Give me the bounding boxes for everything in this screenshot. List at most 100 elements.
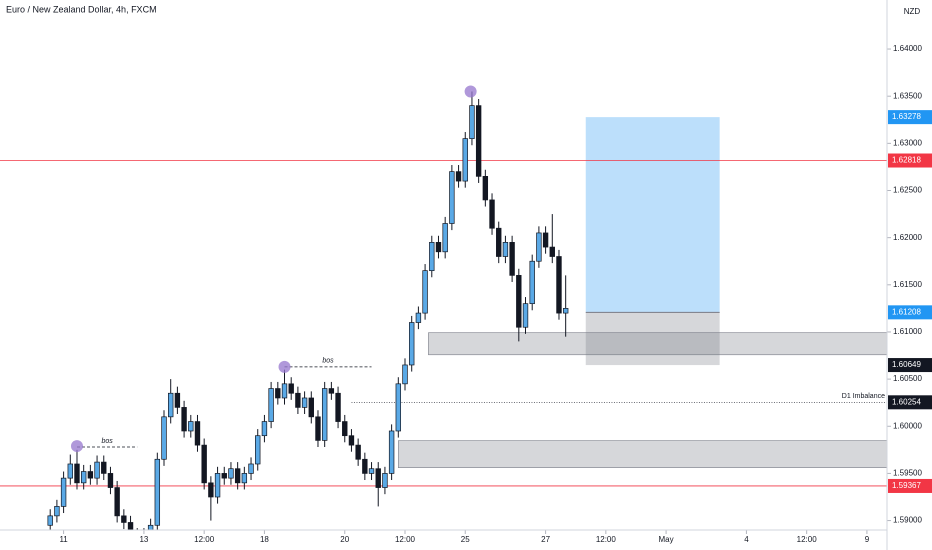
candle-body: [255, 435, 261, 465]
candle-body: [67, 463, 73, 479]
candle-body: [382, 473, 388, 488]
bos-label: bos: [322, 358, 334, 365]
imbalance-zone: [398, 440, 887, 468]
price-tag: [888, 305, 932, 320]
candle-body: [168, 392, 174, 418]
candle-body: [348, 435, 355, 446]
x-tick-label: 4: [744, 535, 749, 544]
candle-body: [181, 407, 187, 432]
candle-body: [107, 473, 114, 488]
candle-body: [475, 105, 482, 177]
y-tick-label: 1.61000: [893, 327, 922, 336]
candle-body: [342, 421, 348, 437]
x-tick-label: 25: [461, 535, 470, 544]
plot-area: D1 Imbalance bos bos: [0, 85, 887, 530]
candle-body: [301, 397, 308, 408]
candle-body: [214, 473, 221, 498]
candle-body: [328, 388, 335, 394]
candle-body: [161, 416, 167, 460]
candle-body: [549, 246, 555, 257]
candle-body: [502, 242, 509, 257]
candle-body: [321, 388, 328, 441]
imbalance-zone: [428, 332, 887, 356]
candle-body: [422, 270, 428, 314]
candle-body: [429, 242, 435, 272]
x-tick-label: 18: [260, 535, 269, 544]
candle-body: [335, 392, 341, 422]
stop-box: [585, 312, 720, 366]
y-tick-label: 1.63000: [893, 138, 922, 147]
candle-body: [415, 312, 422, 323]
candle-body: [542, 232, 549, 248]
y-tick-label: 1.61500: [893, 280, 922, 289]
candle-body: [308, 397, 314, 418]
candle-body: [388, 430, 395, 474]
candle-body: [482, 176, 489, 201]
candle-body: [402, 364, 408, 385]
candle-body: [94, 461, 100, 479]
candle-body: [295, 392, 301, 408]
x-tick-label: 27: [541, 535, 550, 544]
y-tick-label: 1.62000: [893, 233, 922, 242]
candle-body: [462, 138, 468, 182]
x-tick-label: May: [659, 535, 674, 544]
candle-body: [355, 444, 361, 460]
candle-body: [368, 468, 375, 474]
candle-body: [174, 392, 181, 408]
x-tick-label: 12:00: [194, 535, 215, 544]
candle-body: [435, 242, 442, 253]
price-tag-label: 1.60649: [892, 360, 921, 369]
candle-body: [188, 421, 194, 432]
candle-body: [241, 473, 248, 484]
y-tick-label: 1.59000: [893, 516, 922, 525]
target-box: [585, 117, 720, 313]
x-tick-label: 20: [340, 535, 349, 544]
x-tick-label: 9: [865, 535, 870, 544]
candle-body: [489, 199, 495, 229]
candle-body: [261, 421, 268, 437]
candle-body: [121, 515, 127, 523]
candle-body: [208, 482, 214, 498]
candle-body: [442, 223, 448, 253]
pivot-marker: [464, 85, 477, 98]
bos-label: bos: [101, 438, 113, 445]
candle-body: [556, 256, 562, 314]
y-tick-label: 1.63500: [893, 91, 922, 100]
candle-body: [74, 463, 80, 484]
candle-body: [248, 463, 254, 474]
candle-body: [536, 232, 542, 262]
candle-body: [60, 477, 67, 507]
price-tag-label: 1.59367: [892, 481, 921, 490]
price-tag: [888, 395, 932, 410]
candle-body: [509, 242, 515, 276]
price-tag: [888, 110, 932, 125]
candle-body: [469, 105, 475, 139]
y-tick-label: 1.62500: [893, 186, 922, 195]
candle-body: [80, 471, 87, 484]
axes: 1.59000 1.59500 1.60000 1.60500 1.61000 1.615…: [59, 44, 932, 544]
x-tick-label: 12:00: [395, 535, 416, 544]
candle-body: [194, 421, 201, 446]
y-tick-label: 1.60500: [893, 374, 922, 383]
candle-body: [281, 383, 288, 399]
y-tick-label: 1.59500: [893, 469, 922, 478]
pivot-marker: [278, 360, 291, 373]
candle-body: [268, 388, 274, 422]
candle-body: [395, 383, 402, 432]
candle-body: [54, 506, 60, 517]
candle-body: [496, 227, 502, 257]
x-tick-label: 11: [59, 535, 68, 544]
candle-body: [114, 487, 120, 517]
price-tag-label: 1.62818: [892, 156, 921, 165]
price-tag-label: 1.60254: [892, 397, 921, 406]
x-tick-label: 12:00: [596, 535, 617, 544]
currency-label: NZD: [904, 7, 921, 16]
price-tag: [888, 358, 932, 373]
candle-body: [362, 458, 368, 474]
candle-body: [449, 171, 455, 224]
candle-body: [529, 260, 535, 305]
candle-body: [154, 458, 161, 526]
price-tag: [888, 153, 932, 168]
candle-body: [275, 388, 281, 399]
